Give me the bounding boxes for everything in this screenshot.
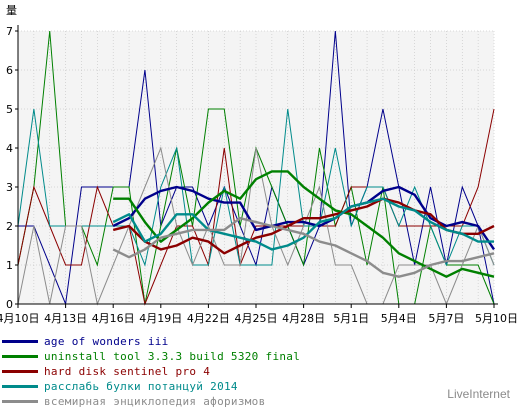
y-tick-label: 2 xyxy=(6,220,13,233)
legend: age of wonders iii uninstall tool 3.3.3 b… xyxy=(2,334,300,409)
y-tick-labels: 0 1 2 3 4 5 6 7 xyxy=(6,25,13,311)
x-tick-label: 4月16日 xyxy=(92,312,135,325)
y-tick-label: 3 xyxy=(6,181,13,194)
legend-item-1: uninstall tool 3.3.3 build 5320 final xyxy=(2,349,300,364)
legend-label: uninstall tool 3.3.3 build 5320 final xyxy=(44,350,301,363)
legend-swatch xyxy=(2,355,38,358)
series-avg-line-1 xyxy=(113,170,495,278)
series-avg-line-3 xyxy=(112,197,494,251)
legend-swatch xyxy=(2,340,38,343)
x-tick-labels: 4月10日 4月13日 4月16日 4月19日 4月22日 4月25日 4月28日 5月1日 5… xyxy=(0,312,518,325)
legend-label: всемирная энциклопедия афоризмов xyxy=(44,395,266,408)
legend-item-4: всемирная энциклопедия афоризмов xyxy=(2,394,300,409)
series-avg-line-0 xyxy=(112,185,495,251)
legend-item-0: age of wonders iii xyxy=(2,334,300,349)
legend-label: расслабь булки потанцуй 2014 xyxy=(44,380,238,393)
x-tick-label: 5月7日 xyxy=(428,312,464,325)
grid xyxy=(17,30,495,305)
series-avg-line-4 xyxy=(112,216,495,278)
y-tick-label: 0 xyxy=(6,298,13,311)
x-tick-label: 4月22日 xyxy=(187,312,230,325)
legend-label: age of wonders iii xyxy=(44,335,169,348)
series-line-2 xyxy=(17,108,495,306)
y-tick-label: 7 xyxy=(6,25,13,38)
legend-swatch xyxy=(2,385,38,388)
x-tick-label: 4月19日 xyxy=(139,312,182,325)
brand-label: LiveInternet xyxy=(447,387,510,401)
x-tick-label: 4月10日 xyxy=(0,312,40,325)
y-tick-label: 5 xyxy=(6,103,13,116)
y-tick-label: 4 xyxy=(6,142,13,155)
x-tick-label: 5月10日 xyxy=(475,312,518,325)
x-tick-label: 4月13日 xyxy=(44,312,87,325)
y-axis-label: 量 xyxy=(6,4,17,17)
x-tick-label: 5月4日 xyxy=(381,312,417,325)
axes xyxy=(15,25,498,308)
moving-average-series xyxy=(112,170,495,278)
x-tick-label: 5月1日 xyxy=(333,312,369,325)
y-tick-label: 6 xyxy=(6,64,13,77)
x-tick-label: 4月28日 xyxy=(282,312,325,325)
legend-swatch xyxy=(2,370,38,373)
x-tick-label: 4月25日 xyxy=(235,312,278,325)
legend-item-2: hard disk sentinel pro 4 xyxy=(2,364,300,379)
legend-item-3: расслабь булки потанцуй 2014 xyxy=(2,379,300,394)
legend-label: hard disk sentinel pro 4 xyxy=(44,365,211,378)
series-line-3 xyxy=(17,108,495,267)
legend-swatch xyxy=(2,400,38,403)
series-avg-line-2 xyxy=(112,197,495,255)
y-tick-label: 1 xyxy=(6,259,13,272)
